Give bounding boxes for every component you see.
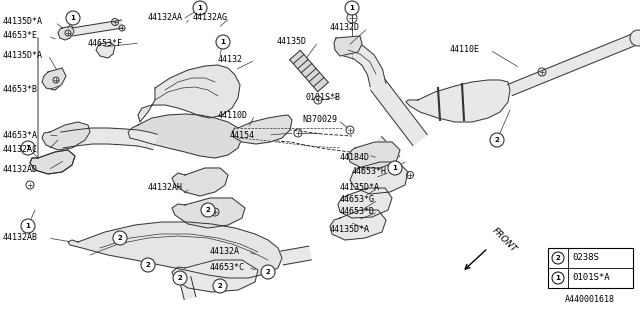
Text: 44154: 44154 bbox=[230, 131, 255, 140]
Text: 44132AG: 44132AG bbox=[193, 13, 228, 22]
Text: 2: 2 bbox=[205, 207, 211, 213]
Polygon shape bbox=[172, 260, 258, 292]
Text: FRONT: FRONT bbox=[490, 226, 518, 254]
Polygon shape bbox=[281, 246, 311, 265]
Text: 1: 1 bbox=[349, 5, 355, 11]
Polygon shape bbox=[338, 188, 392, 218]
Circle shape bbox=[216, 35, 230, 49]
Text: 1: 1 bbox=[26, 145, 31, 151]
Text: 44653*D: 44653*D bbox=[340, 207, 375, 217]
Text: 0101S*A: 0101S*A bbox=[572, 274, 610, 283]
Polygon shape bbox=[342, 40, 386, 87]
Text: 44135D*A: 44135D*A bbox=[3, 18, 43, 27]
Polygon shape bbox=[68, 222, 282, 278]
Text: 44135D*A: 44135D*A bbox=[340, 183, 380, 193]
Text: 2: 2 bbox=[178, 275, 182, 281]
Text: 44110E: 44110E bbox=[450, 45, 480, 54]
Text: 2: 2 bbox=[218, 283, 222, 289]
Polygon shape bbox=[406, 80, 510, 122]
Text: 1: 1 bbox=[221, 39, 225, 45]
Circle shape bbox=[388, 161, 402, 175]
Text: 44132AB: 44132AB bbox=[3, 234, 38, 243]
Polygon shape bbox=[172, 168, 228, 196]
Circle shape bbox=[141, 258, 155, 272]
Polygon shape bbox=[42, 122, 90, 150]
Polygon shape bbox=[371, 80, 427, 146]
Circle shape bbox=[66, 11, 80, 25]
Polygon shape bbox=[350, 162, 408, 194]
Circle shape bbox=[173, 271, 187, 285]
Text: 44132AD: 44132AD bbox=[3, 165, 38, 174]
Text: 44132AC: 44132AC bbox=[3, 146, 38, 155]
Polygon shape bbox=[61, 128, 157, 150]
Polygon shape bbox=[508, 32, 640, 96]
Text: 44132D: 44132D bbox=[330, 23, 360, 33]
Text: 2: 2 bbox=[556, 255, 561, 261]
Text: 2: 2 bbox=[118, 235, 122, 241]
Text: 2: 2 bbox=[266, 269, 270, 275]
Text: 44653*E: 44653*E bbox=[3, 31, 38, 41]
Circle shape bbox=[345, 1, 359, 15]
Polygon shape bbox=[330, 210, 386, 240]
Polygon shape bbox=[42, 68, 66, 90]
Circle shape bbox=[552, 252, 564, 264]
Circle shape bbox=[261, 265, 275, 279]
Polygon shape bbox=[58, 26, 74, 40]
Text: 0238S: 0238S bbox=[572, 253, 599, 262]
Circle shape bbox=[552, 272, 564, 284]
Text: 44653*G: 44653*G bbox=[340, 196, 375, 204]
Polygon shape bbox=[348, 142, 400, 168]
Text: A440001618: A440001618 bbox=[565, 295, 615, 305]
Polygon shape bbox=[138, 65, 240, 122]
Text: 2: 2 bbox=[146, 262, 150, 268]
Text: N370029: N370029 bbox=[302, 116, 337, 124]
Polygon shape bbox=[290, 50, 328, 92]
FancyBboxPatch shape bbox=[548, 248, 633, 288]
Circle shape bbox=[490, 133, 504, 147]
Circle shape bbox=[193, 1, 207, 15]
Text: 44184D: 44184D bbox=[340, 154, 370, 163]
Circle shape bbox=[213, 279, 227, 293]
Text: 44653*C: 44653*C bbox=[210, 263, 245, 273]
Text: 1: 1 bbox=[392, 165, 397, 171]
Text: 44653*A: 44653*A bbox=[3, 131, 38, 140]
Polygon shape bbox=[30, 150, 75, 174]
Circle shape bbox=[113, 231, 127, 245]
Circle shape bbox=[21, 141, 35, 155]
Text: 1: 1 bbox=[26, 223, 31, 229]
Polygon shape bbox=[72, 20, 123, 36]
Text: 1: 1 bbox=[70, 15, 76, 21]
Text: 44653*H: 44653*H bbox=[352, 167, 387, 177]
Text: 2: 2 bbox=[495, 137, 499, 143]
Text: 44653*B: 44653*B bbox=[3, 85, 38, 94]
Text: 1: 1 bbox=[198, 5, 202, 11]
Text: 44132AH: 44132AH bbox=[148, 183, 183, 193]
Text: 44110D: 44110D bbox=[218, 110, 248, 119]
Text: 44135D: 44135D bbox=[277, 37, 307, 46]
Polygon shape bbox=[334, 36, 362, 56]
Text: 44135D*A: 44135D*A bbox=[3, 51, 43, 60]
Text: 1: 1 bbox=[556, 275, 561, 281]
Circle shape bbox=[21, 219, 35, 233]
Polygon shape bbox=[232, 115, 292, 144]
Polygon shape bbox=[30, 150, 75, 174]
Polygon shape bbox=[374, 137, 400, 163]
Polygon shape bbox=[172, 198, 245, 228]
Polygon shape bbox=[96, 42, 115, 58]
Text: 44132: 44132 bbox=[218, 55, 243, 65]
Text: 44135D*A: 44135D*A bbox=[330, 226, 370, 235]
Text: 0101S*B: 0101S*B bbox=[306, 92, 341, 101]
Text: 44132A: 44132A bbox=[210, 247, 240, 257]
Text: 44653*F: 44653*F bbox=[88, 38, 123, 47]
Circle shape bbox=[630, 30, 640, 46]
Polygon shape bbox=[179, 276, 196, 300]
Polygon shape bbox=[128, 114, 242, 158]
Circle shape bbox=[201, 203, 215, 217]
Text: 44132AA: 44132AA bbox=[148, 13, 183, 22]
